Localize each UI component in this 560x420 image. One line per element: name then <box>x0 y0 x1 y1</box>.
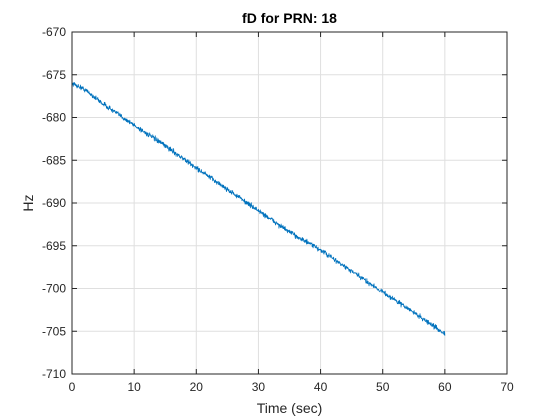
x-tick-label: 20 <box>190 380 204 394</box>
series-layer <box>71 82 446 336</box>
y-tick-label: -695 <box>42 239 66 253</box>
y-tick-label: -690 <box>42 196 66 210</box>
y-tick-label: -680 <box>42 111 66 125</box>
grid <box>71 31 508 375</box>
y-tick-label: -675 <box>42 68 66 82</box>
y-axis-label: Hz <box>20 194 36 211</box>
y-tick-label: -705 <box>42 324 66 338</box>
x-tick-label: 40 <box>314 380 328 394</box>
x-tick-label: 10 <box>127 380 141 394</box>
x-tick-label: 70 <box>500 380 514 394</box>
x-tick-label: 30 <box>252 380 266 394</box>
y-tick-label: -700 <box>42 282 66 296</box>
y-tick-label: -710 <box>42 367 66 381</box>
series-line <box>71 82 446 336</box>
x-tick-label: 60 <box>438 380 452 394</box>
y-tick-label: -670 <box>42 25 66 39</box>
y-tick-label: -685 <box>42 153 66 167</box>
chart-title: fD for PRN: 18 <box>242 10 337 26</box>
x-axis-label: Time (sec) <box>257 400 323 416</box>
x-tick-label: 50 <box>376 380 390 394</box>
ticks: 0 10 20 30 40 50 60 70 -670 -675 -680 -685 -690 -695 -… <box>42 25 514 394</box>
x-tick-label: 0 <box>69 380 76 394</box>
